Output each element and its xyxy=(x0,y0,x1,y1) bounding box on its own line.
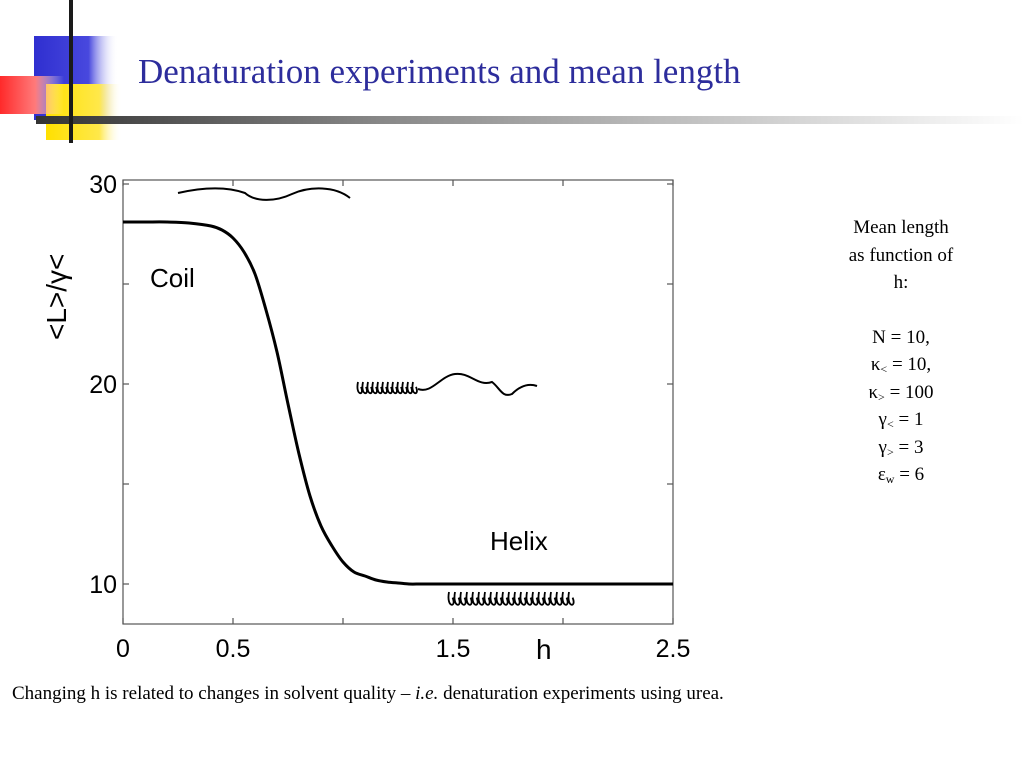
partial-helix-sketch-icon xyxy=(356,372,538,396)
coil-label: Coil xyxy=(150,263,195,293)
parameter-list: N = 10, κ< = 10, κ> = 100 γ< = 1 γ> = 3 εw = … xyxy=(818,324,984,489)
parameter-value: = 10, xyxy=(885,326,930,348)
helix-loops xyxy=(356,381,418,395)
parameter-row: κ< = 10, xyxy=(818,351,984,379)
helix-label: Helix xyxy=(490,526,548,556)
axis-tick-labels: 0 0.5 1.5 2.5 10 20 30 xyxy=(89,171,690,663)
helix-loops xyxy=(447,591,575,606)
parameter-subscript: > xyxy=(878,389,885,404)
slide-caption: Changing h is related to changes in solv… xyxy=(12,680,832,707)
parameter-value: = 100 xyxy=(884,381,934,403)
parameter-value: = 6 xyxy=(894,464,925,485)
caption-text-end: denaturation experiments using urea. xyxy=(438,683,724,704)
y-tick-label: 20 xyxy=(89,371,117,399)
plot-frame xyxy=(122,179,674,625)
x-axis-label: h xyxy=(536,634,552,665)
panel-heading-line: h: xyxy=(893,272,909,293)
parameter-row: κ> = 100 xyxy=(818,379,984,407)
length-curve xyxy=(123,220,673,586)
panel-heading-line: as function of xyxy=(848,244,954,266)
parameter-value: = 1 xyxy=(893,409,924,430)
parameter-subscript: < xyxy=(886,417,894,431)
x-tick-label: 2.5 xyxy=(656,635,691,663)
x-tick-label: 1.5 xyxy=(436,635,471,663)
panel-heading-line: Mean length xyxy=(853,217,949,238)
parameter-subscript: < xyxy=(880,362,888,376)
parameter-symbol: κ xyxy=(870,354,881,375)
parameter-value: = 10, xyxy=(887,354,932,375)
caption-text: Changing h is related to changes in solv… xyxy=(12,683,416,704)
deco-horizontal-rule xyxy=(36,116,1024,124)
y-tick-label: 10 xyxy=(89,571,117,599)
parameter-symbol: N xyxy=(872,326,886,348)
coil-sketch-icon xyxy=(177,187,351,201)
helix-sketch-icon xyxy=(447,591,575,606)
slide-title: Denaturation experiments and mean length xyxy=(138,52,741,91)
mean-length-chart: 0 0.5 1.5 2.5 10 20 30 Coil Helix h <L>/γ< xyxy=(41,171,690,665)
parameter-subscript: > xyxy=(886,444,894,459)
parameter-row: N = 10, xyxy=(818,324,984,352)
deco-red-bar xyxy=(0,76,64,114)
parameter-symbol: κ xyxy=(868,381,879,403)
x-tick-label: 0 xyxy=(116,635,130,663)
parameter-panel: Mean length as function of h: N = 10, κ< … xyxy=(818,214,984,489)
slide-decoration xyxy=(0,0,1024,143)
deco-vertical-rule xyxy=(69,0,73,143)
parameter-row: εw = 6 xyxy=(818,461,984,489)
y-tick-label: 30 xyxy=(89,171,117,199)
parameter-row: γ> = 3 xyxy=(818,434,984,462)
parameter-value: = 3 xyxy=(893,436,924,458)
caption-italic: i.e. xyxy=(415,683,439,704)
parameter-row: γ< = 1 xyxy=(818,406,984,434)
parameter-symbol: γ xyxy=(878,409,887,430)
x-tick-label: 0.5 xyxy=(216,635,251,663)
parameter-symbol: ε xyxy=(877,464,886,485)
axis-ticks xyxy=(122,180,674,624)
y-axis-label: <L>/γ< xyxy=(41,254,72,340)
parameter-symbol: γ xyxy=(878,436,887,458)
parameter-subscript: w xyxy=(885,472,895,486)
